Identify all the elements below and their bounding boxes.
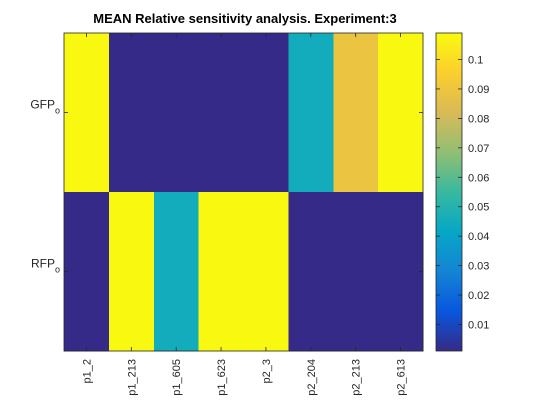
colorbar-ticks: 0.01 0.02 0.03 0.04 0.05 0.06 0.07 0.08 0.09 0.1 [436, 55, 489, 332]
heatmap-cell-gfp-p1-623 [198, 33, 245, 193]
x-axis: p1_2 p1_213 p1_605 p1_623 p2_3 p2_204 p2_213 p2… [81, 33, 408, 396]
heatmap-cell-rfp-p1-2 [64, 192, 110, 352]
x-tick-label: p1_605 [171, 359, 183, 396]
heatmap-cells [64, 33, 424, 352]
colorbar-tick-label: 0.03 [468, 261, 489, 273]
heatmap-cell-gfp-p1-213 [108, 33, 155, 193]
x-tick-label: p2_3 [261, 359, 273, 383]
heatmap-cell-gfp-p2-204 [288, 33, 334, 193]
heatmap-cell-rfp-p2-3 [243, 192, 289, 352]
colorbar-tick-label: 0.06 [468, 172, 489, 184]
y-tick-label: RFPo [31, 257, 60, 275]
heatmap-cell-gfp-p1-2 [64, 33, 110, 193]
colorbar-tick-label: 0.01 [468, 320, 489, 332]
colorbar-frame [435, 32, 463, 352]
colorbar-tick-label: 0.1 [468, 55, 483, 67]
chart-title: MEAN Relative sensitivity analysis. Expe… [93, 11, 396, 26]
colorbar-tick-label: 0.08 [468, 113, 489, 125]
x-tick-label: p2_204 [306, 359, 318, 396]
heatmap-cell-rfp-p1-605 [153, 192, 200, 352]
heatmap-cell-gfp-p1-605 [153, 33, 200, 193]
heatmap-cell-rfp-p2-613 [378, 192, 424, 352]
x-tick-label: p1_2 [81, 359, 93, 383]
heatmap-cell-rfp-p1-623 [198, 192, 245, 352]
colorbar-tick-label: 0.02 [468, 290, 489, 302]
x-tick-label: p2_613 [396, 359, 408, 396]
heatmap-cell-rfp-p2-204 [288, 192, 334, 352]
x-tick-label: p1_213 [126, 359, 138, 396]
heatmap-cell-gfp-p2-3 [243, 33, 289, 193]
heatmap-cell-rfp-p1-213 [108, 192, 155, 352]
heatmap-cell-gfp-p2-613 [378, 33, 424, 193]
y-tick-label: GFPo [30, 98, 60, 116]
x-tick-label: p2_213 [351, 359, 363, 396]
colorbar-tick-label: 0.05 [468, 202, 489, 214]
plot-frame [63, 32, 424, 352]
colorbar [436, 33, 462, 351]
colorbar-tick-label: 0.09 [468, 84, 489, 96]
colorbar-tick-label: 0.04 [468, 231, 489, 243]
x-tick-label: p1_623 [216, 359, 228, 396]
colorbar-tick-label: 0.07 [468, 143, 489, 155]
heatmap-cell-rfp-p2-213 [333, 192, 379, 352]
y-axis: GFPo RFPo [30, 98, 423, 275]
heatmap-cell-gfp-p2-213 [333, 33, 379, 193]
